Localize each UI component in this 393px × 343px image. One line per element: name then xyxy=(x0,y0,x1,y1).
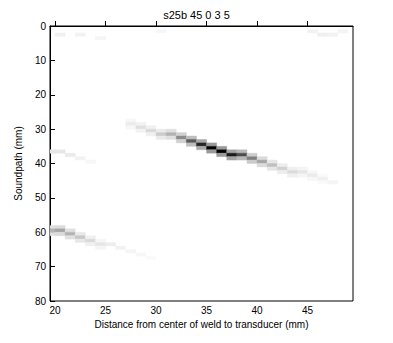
svg-text:20: 20 xyxy=(49,305,61,316)
svg-text:70: 70 xyxy=(35,261,47,272)
svg-text:60: 60 xyxy=(35,227,47,238)
svg-text:30: 30 xyxy=(35,124,47,135)
svg-text:10: 10 xyxy=(35,55,47,66)
svg-text:Soundpath (mm): Soundpath (mm) xyxy=(13,126,24,200)
svg-text:80: 80 xyxy=(35,296,47,307)
svg-text:20: 20 xyxy=(35,89,47,100)
svg-text:35: 35 xyxy=(201,305,213,316)
svg-text:s25b 45 0 3 5: s25b 45 0 3 5 xyxy=(163,9,230,21)
svg-text:25: 25 xyxy=(100,305,112,316)
svg-text:50: 50 xyxy=(35,192,47,203)
svg-text:Distance from center of weld t: Distance from center of weld to transduc… xyxy=(95,319,309,330)
svg-text:30: 30 xyxy=(150,305,162,316)
svg-text:0: 0 xyxy=(40,21,46,32)
svg-text:40: 40 xyxy=(251,305,263,316)
svg-text:45: 45 xyxy=(302,305,314,316)
svg-text:40: 40 xyxy=(35,158,47,169)
